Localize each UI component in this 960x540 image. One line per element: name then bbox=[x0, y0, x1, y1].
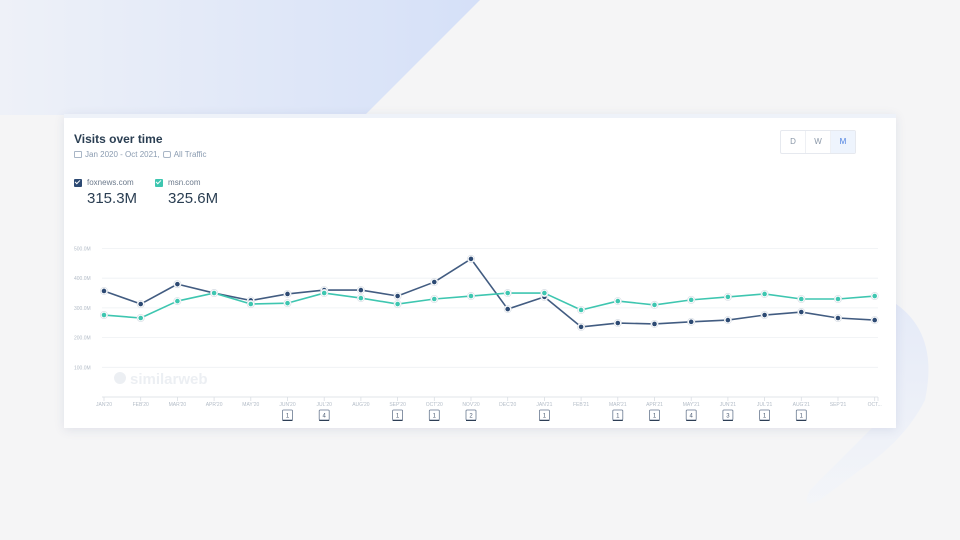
annotation-marker[interactable]: 1 bbox=[612, 409, 624, 421]
legend-label: msn.com bbox=[168, 178, 201, 187]
annotation-marker[interactable]: 1 bbox=[538, 409, 550, 421]
y-axis-label: 200.0M bbox=[74, 336, 91, 342]
x-axis-label: FEB'20 bbox=[133, 402, 149, 408]
checkbox-checked-icon[interactable] bbox=[74, 178, 82, 187]
x-axis-label: APR'20 bbox=[206, 402, 223, 408]
annotation-marker[interactable]: 1 bbox=[282, 409, 293, 421]
widget-title: Visits over time bbox=[74, 132, 163, 146]
granularity-daily-button[interactable]: D bbox=[781, 131, 806, 153]
x-axis-label: MAR'21 bbox=[609, 402, 627, 408]
y-axis-label: 500.0M bbox=[74, 247, 91, 253]
svg-text:1: 1 bbox=[763, 414, 767, 420]
similarweb-watermark: similarweb bbox=[114, 371, 208, 388]
y-axis-label: 400.0M bbox=[74, 276, 91, 282]
svg-text:4: 4 bbox=[690, 414, 694, 420]
x-axis-label: AUG'21 bbox=[793, 402, 811, 408]
x-axis-label: MAR'20 bbox=[169, 402, 187, 408]
legend-total: 315.3M bbox=[87, 190, 138, 207]
granularity-weekly-button[interactable]: W bbox=[806, 131, 831, 153]
date-range: Jan 2020 - Oct 2021, bbox=[85, 150, 160, 159]
annotation-marker[interactable]: 3 bbox=[722, 409, 734, 421]
legend-total: 325.6M bbox=[168, 190, 219, 207]
svg-text:1: 1 bbox=[286, 414, 290, 420]
x-axis-label: SEP'20 bbox=[389, 402, 406, 408]
series-msn-com bbox=[100, 289, 879, 322]
x-axis-label: OCT'20 bbox=[426, 402, 443, 408]
x-axis-label: DEC'20 bbox=[499, 402, 516, 408]
x-axis-label: AUG'20 bbox=[352, 402, 370, 408]
x-axis-label: NOV'20 bbox=[462, 402, 480, 408]
line-chart: 100.0M 200.0M 300.0M 400.0M 500.0M similarweb… bbox=[74, 247, 882, 421]
legend-item-foxnews[interactable]: foxnews.com 315.3M bbox=[74, 178, 137, 207]
annotation-marker[interactable]: 2 bbox=[465, 409, 477, 421]
annotation-marker[interactable]: 1 bbox=[759, 409, 770, 421]
x-axis-label: MAY'20 bbox=[242, 402, 259, 408]
granularity-toggle: D W M bbox=[780, 130, 856, 154]
legend-label: foxnews.com bbox=[87, 178, 134, 187]
checkbox-checked-icon[interactable] bbox=[155, 178, 164, 187]
svg-text:1: 1 bbox=[616, 414, 620, 420]
x-axis-label: MAY'21 bbox=[683, 402, 700, 408]
x-axis-label: JAN'21 bbox=[536, 402, 552, 408]
x-axis-label: JUL'21 bbox=[757, 402, 773, 408]
calendar-icon bbox=[74, 151, 82, 158]
x-axis-label: FEB'21 bbox=[573, 402, 589, 408]
annotation-marker[interactable]: 4 bbox=[318, 409, 330, 421]
annotation-marker[interactable]: 1 bbox=[392, 409, 404, 421]
x-axis-label: JAN'20 bbox=[96, 402, 112, 408]
svg-text:1: 1 bbox=[653, 414, 657, 420]
x-axis-label: JUN'20 bbox=[279, 402, 295, 408]
svg-text:1: 1 bbox=[433, 414, 437, 420]
visits-over-time-card: Visits over time Jan 2020 - Oct 2021, Al… bbox=[64, 114, 896, 428]
granularity-monthly-button[interactable]: M bbox=[831, 131, 855, 153]
svg-text:4: 4 bbox=[323, 414, 327, 420]
y-axis-label: 100.0M bbox=[74, 365, 91, 371]
annotation-marker[interactable]: 1 bbox=[649, 409, 660, 421]
svg-text:similarweb: similarweb bbox=[130, 371, 208, 388]
svg-text:2: 2 bbox=[469, 414, 473, 420]
chart-legend: foxnews.com 315.3M msn.com 325.6M bbox=[74, 178, 218, 207]
annotation-marker[interactable]: 1 bbox=[795, 409, 807, 421]
x-axis-label: OCT... bbox=[868, 402, 882, 408]
svg-text:3: 3 bbox=[726, 414, 730, 420]
widget-subtitle: Jan 2020 - Oct 2021, All Traffic bbox=[74, 150, 206, 159]
svg-text:1: 1 bbox=[543, 414, 547, 420]
x-axis-label: JUN'21 bbox=[720, 402, 736, 408]
x-axis-label: APR'21 bbox=[646, 402, 663, 408]
svg-text:1: 1 bbox=[396, 414, 400, 420]
svg-text:1: 1 bbox=[800, 414, 804, 420]
x-axis-label: SEP'21 bbox=[830, 402, 847, 408]
y-axis-label: 300.0M bbox=[74, 306, 91, 312]
annotation-marker[interactable]: 4 bbox=[685, 409, 697, 421]
x-axis-label: JUL'20 bbox=[316, 402, 332, 408]
traffic-icon bbox=[162, 151, 171, 158]
legend-item-msn[interactable]: msn.com 325.6M bbox=[155, 178, 218, 207]
traffic-type: All Traffic bbox=[173, 150, 207, 159]
annotation-marker[interactable]: 1 bbox=[428, 409, 440, 421]
